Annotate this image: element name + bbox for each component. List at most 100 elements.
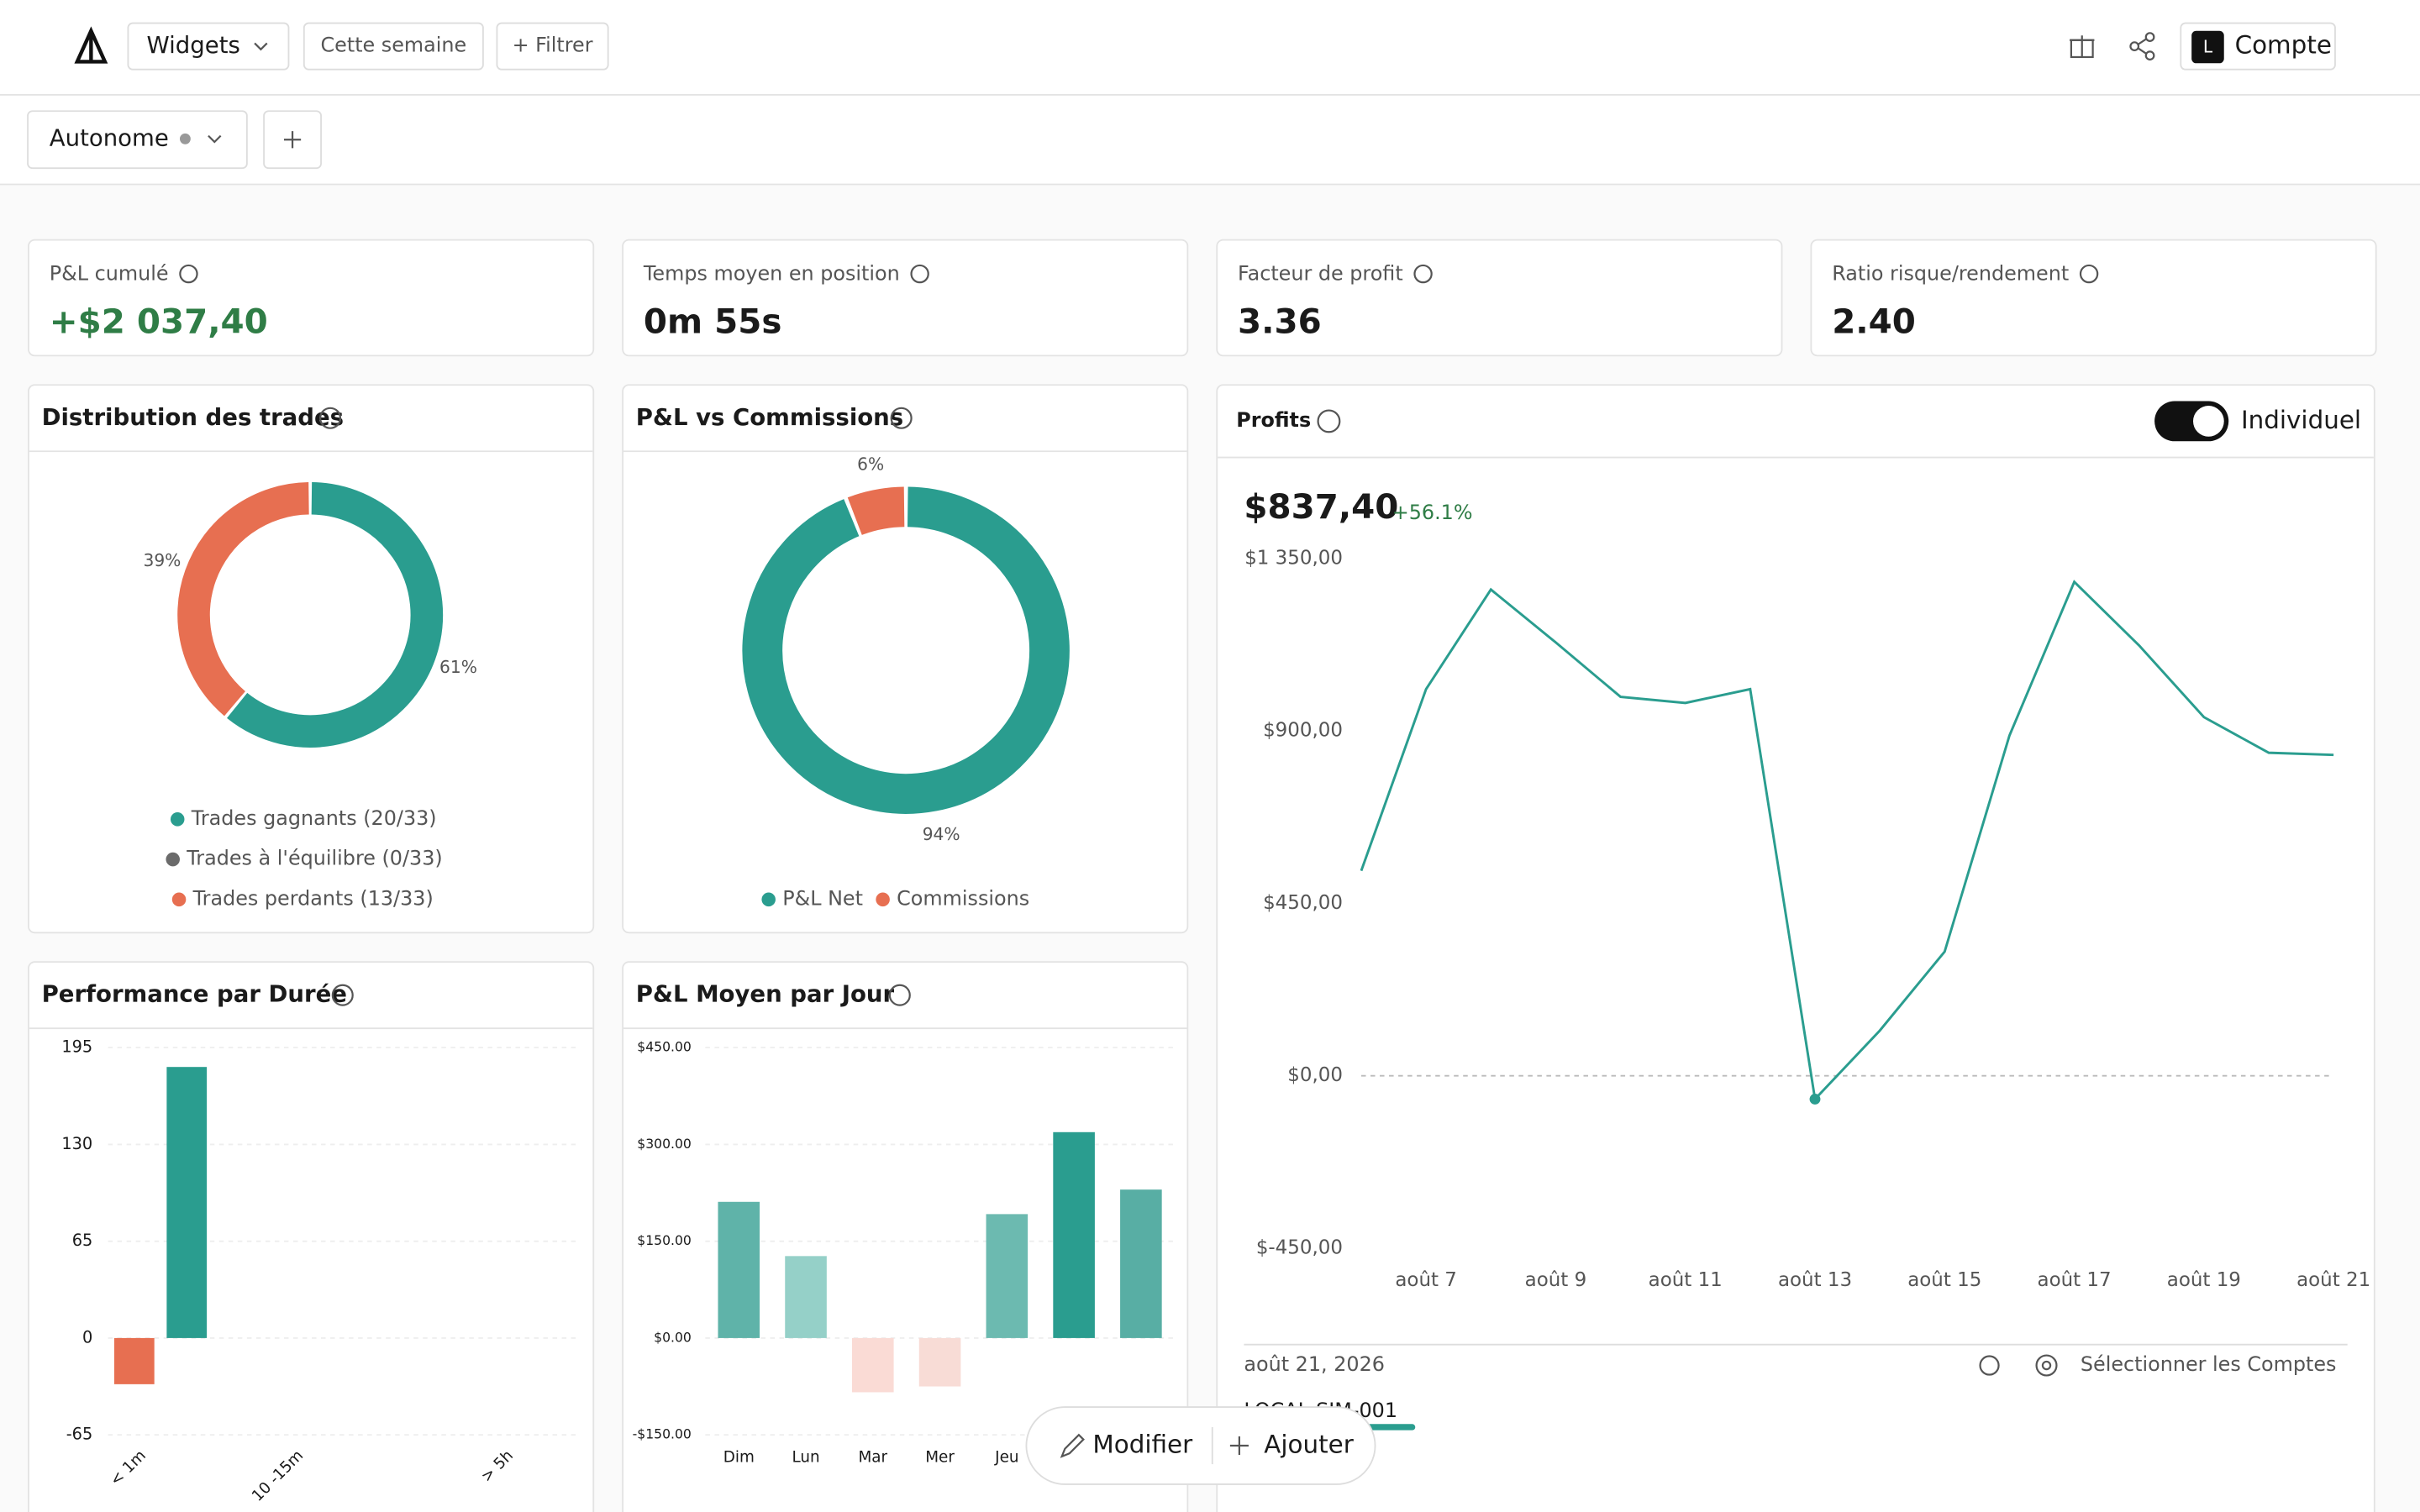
- x-tick-label: août 7: [1395, 1269, 1457, 1291]
- add-workspace[interactable]: [263, 110, 322, 170]
- legend-swatch: [876, 892, 890, 907]
- x-tick-label: Dim: [723, 1449, 755, 1467]
- value-label: 39%: [143, 550, 181, 570]
- legend-swatch: [761, 892, 776, 907]
- bar: [718, 1201, 760, 1338]
- card: [1216, 384, 2375, 1512]
- profit-value: $837,40: [1244, 486, 1398, 527]
- y-tick-label: $300.00: [637, 1137, 692, 1152]
- card-title: Distribution des trades: [42, 404, 345, 431]
- account-button[interactable]: L Compte: [2180, 22, 2336, 71]
- footer-date: août 21, 2026: [1244, 1352, 1385, 1376]
- toolbar-bg: [1025, 1406, 1376, 1485]
- filter-button[interactable]: + Filtrer: [496, 22, 609, 71]
- help-icon: [1413, 264, 1433, 284]
- y-tick-label: 0: [82, 1327, 92, 1347]
- card-title: P&L Moyen par Jour: [636, 981, 895, 1008]
- kpi-label: Ratio risque/rendement: [1832, 261, 2069, 285]
- legend-label: P&L Net: [782, 886, 863, 910]
- toggle[interactable]: [2154, 401, 2229, 442]
- min-point: [1809, 1094, 1821, 1105]
- bar: [852, 1337, 894, 1393]
- card-title: Performance par Durée: [42, 981, 347, 1008]
- donut-segment: [227, 481, 444, 748]
- add-icon: [1229, 1436, 1249, 1456]
- kpi-value: 2.40: [1832, 302, 1916, 342]
- y-tick-label: 65: [72, 1231, 93, 1250]
- help-icon: [179, 264, 198, 284]
- menu-label: Widgets: [146, 32, 239, 59]
- kpi-card: [28, 239, 595, 357]
- accounts-button[interactable]: Sélectionner les Comptes: [2081, 1352, 2337, 1376]
- x-tick-label: Lun: [792, 1449, 819, 1467]
- kpi-label: Temps moyen en position: [643, 261, 900, 285]
- settings-icon[interactable]: [2035, 1354, 2058, 1377]
- account-label: Compte: [2235, 31, 2332, 60]
- legend-swatch: [166, 852, 180, 867]
- edit-button[interactable]: Modifier: [1092, 1431, 1193, 1459]
- share-icon[interactable]: [2129, 32, 2155, 61]
- period-label: Cette semaine: [321, 34, 467, 57]
- account-initial: L: [2203, 36, 2213, 56]
- bar: [166, 1067, 208, 1338]
- y-tick-label: $1 350,00: [1244, 547, 1343, 569]
- legend-swatch: [171, 892, 187, 907]
- filter-label: + Filtrer: [513, 34, 593, 57]
- help-icon: [2079, 264, 2099, 284]
- card-title: Profits: [1236, 408, 1311, 432]
- workspace-bar: [0, 95, 2420, 184]
- legend-label: Trades perdants (13/33): [192, 886, 434, 910]
- help-icon: [910, 264, 929, 284]
- bar: [918, 1337, 961, 1387]
- y-tick-label: -$150.00: [633, 1427, 692, 1442]
- kpi-card: [1810, 239, 2377, 357]
- y-tick-label: 195: [61, 1037, 92, 1057]
- donut-segment: [742, 486, 1070, 814]
- kpi-label: Facteur de profit: [1238, 261, 1403, 285]
- x-tick-label: août 15: [1907, 1269, 1981, 1291]
- add-button[interactable]: Ajouter: [1264, 1431, 1354, 1459]
- period-button[interactable]: Cette semaine: [302, 22, 484, 71]
- workspace-name: Autonome: [50, 124, 169, 151]
- y-tick-label: $-450,00: [1256, 1236, 1343, 1258]
- card-title: P&L vs Commissions: [636, 404, 903, 431]
- donut-segment: [847, 486, 905, 536]
- logo[interactable]: [74, 26, 108, 64]
- legend-label: Commissions: [897, 886, 1029, 910]
- legend-label: Trades à l'équilibre (0/33): [186, 847, 442, 870]
- y-tick-label: $0.00: [654, 1330, 692, 1345]
- info-icon: [1979, 1355, 2000, 1376]
- value-label: 61%: [439, 657, 477, 677]
- kpi-value: 3.36: [1238, 302, 1322, 342]
- widgets-menu[interactable]: Widgets: [127, 22, 290, 71]
- x-tick-label: août 17: [2038, 1269, 2112, 1291]
- y-tick-label: $900,00: [1263, 720, 1343, 742]
- kpi-card: [622, 239, 1189, 357]
- x-tick-label: août 9: [1525, 1269, 1587, 1291]
- kpi-label: P&L cumulé: [50, 261, 169, 285]
- card: [622, 384, 1189, 934]
- gift-icon[interactable]: [2070, 35, 2095, 59]
- donut-segment: [177, 481, 310, 717]
- bar: [785, 1256, 827, 1338]
- kpi-row: P&L cumulé +$2 037,40 Temps moyen en posit…: [28, 239, 2377, 357]
- floating-toolbar: Modifier Ajouter: [1025, 1406, 1376, 1485]
- profit-change: +56.1%: [1392, 501, 1473, 524]
- bar: [1120, 1189, 1162, 1338]
- x-tick-label: août 21: [2296, 1269, 2370, 1291]
- info-icons: [319, 407, 1341, 1006]
- kpi-value: 0m 55s: [644, 302, 782, 342]
- workspace-tab[interactable]: Autonome: [27, 110, 248, 170]
- value-label: 94%: [923, 824, 960, 844]
- kpi-card: [1216, 239, 1783, 357]
- x-tick-label: Mar: [858, 1449, 887, 1467]
- y-tick-label: $450,00: [1263, 892, 1343, 914]
- bar: [1053, 1131, 1095, 1338]
- y-tick-label: $0,00: [1287, 1064, 1343, 1086]
- x-tick-label: Mer: [925, 1449, 955, 1467]
- card: [28, 384, 595, 934]
- charts: 61% Trades gagnants (20/33) Trades à l'équ…: [61, 454, 2370, 1505]
- y-tick-label: 130: [61, 1134, 92, 1153]
